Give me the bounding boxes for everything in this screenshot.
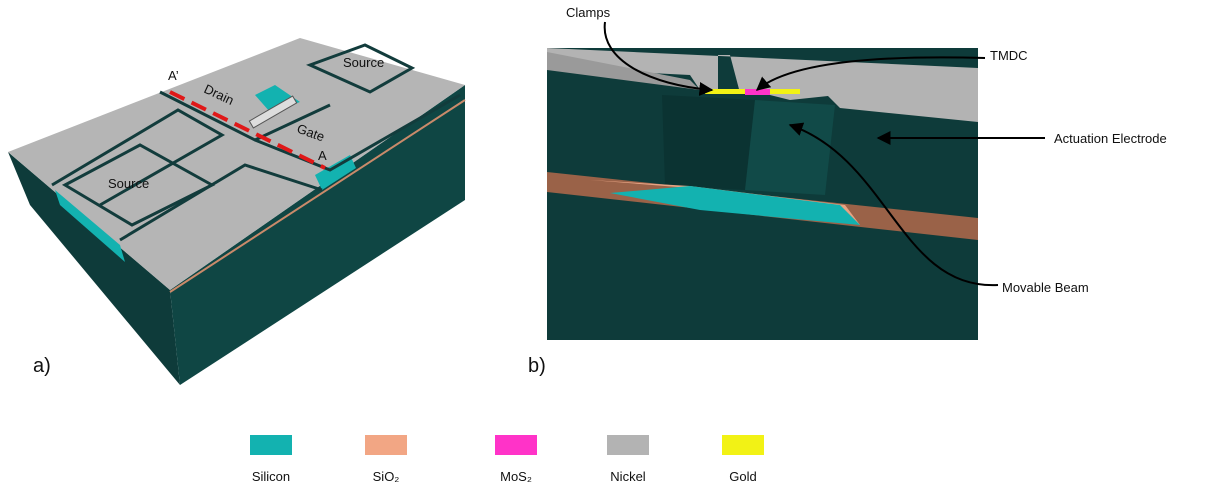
panel-label: a) xyxy=(33,355,51,377)
legend-swatch xyxy=(722,435,764,455)
legend-label: Gold xyxy=(729,469,756,484)
legend-swatch xyxy=(495,435,537,455)
legend-label: Silicon xyxy=(252,469,290,484)
gate-cavity xyxy=(662,95,755,190)
section-mark: A xyxy=(318,148,327,163)
callout: TMDC xyxy=(990,48,1028,63)
legend-label: SiO₂ xyxy=(373,469,400,484)
section-mark: A’ xyxy=(168,68,179,83)
figure: Source Drain Gate Source A’ A a) Clamps … xyxy=(0,0,1214,492)
pad-label: Source xyxy=(343,55,384,70)
cross-section: Clamps TMDC Actuation Electrode Movable … xyxy=(528,5,1167,377)
device-3d: Source Drain Gate Source A’ A a) xyxy=(8,38,465,385)
panel-label: b) xyxy=(528,355,546,377)
callout: Actuation Electrode xyxy=(1054,131,1167,146)
legend-swatch xyxy=(250,435,292,455)
legend: Silicon SiO₂ MoS₂ Nickel Gold xyxy=(250,435,764,484)
callout: Clamps xyxy=(566,5,611,20)
pad-label: Source xyxy=(108,176,149,191)
callout: Movable Beam xyxy=(1002,280,1089,295)
legend-label: MoS₂ xyxy=(500,469,532,484)
legend-swatch xyxy=(365,435,407,455)
electrode-block xyxy=(745,100,835,195)
legend-label: Nickel xyxy=(610,469,646,484)
legend-swatch xyxy=(607,435,649,455)
